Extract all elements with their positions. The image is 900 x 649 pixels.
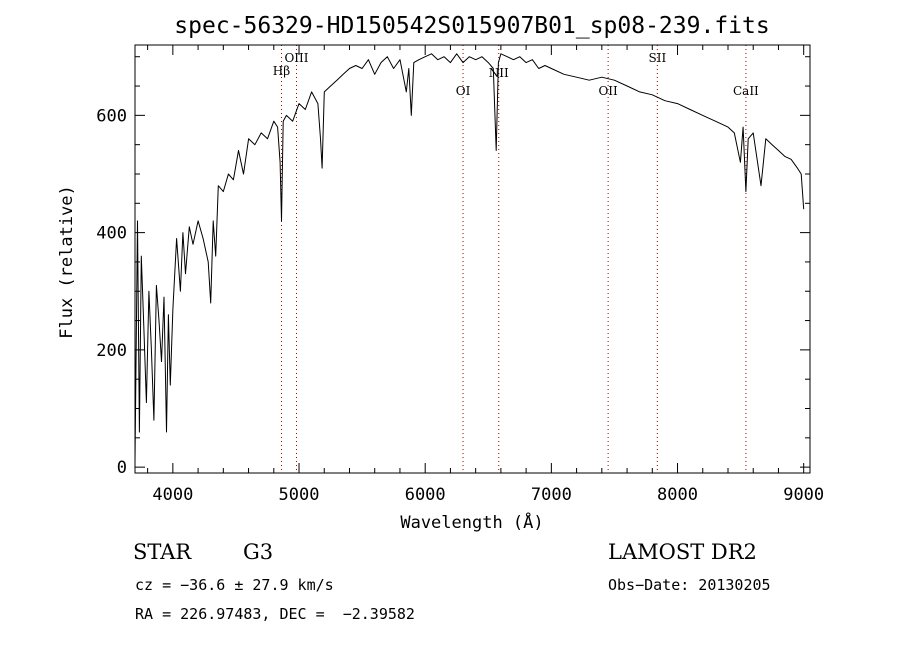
line-marker-label: CaII — [733, 84, 759, 98]
y-tick-label: 200 — [96, 341, 127, 361]
plot-frame — [134, 44, 811, 474]
y-tick-label: 600 — [96, 106, 127, 126]
line-marker-label: SII — [648, 51, 666, 65]
x-tick-label: 9000 — [783, 485, 824, 505]
y-tick-label: 0 — [117, 458, 127, 478]
coordinates-line: RA = 226.97483, DEC = −2.39582 — [135, 605, 415, 623]
chart-title: spec-56329-HD150542S015907B01_sp08-239.f… — [174, 13, 769, 39]
observation-date: Obs−Date: 20130205 — [608, 576, 771, 594]
survey-name: LAMOST DR2 — [608, 540, 757, 564]
object-subclass: G3 — [243, 540, 274, 564]
x-tick-label: 5000 — [279, 485, 320, 505]
x-tick-label: 6000 — [405, 485, 446, 505]
x-tick-label: 8000 — [657, 485, 698, 505]
object-class: STAR — [133, 540, 192, 564]
line-marker-label: OIII — [284, 51, 308, 65]
y-tick-label: 400 — [96, 224, 127, 244]
x-tick-label: 4000 — [152, 485, 193, 505]
line-marker-label: OI — [456, 84, 471, 98]
line-marker-label: OII — [598, 84, 618, 98]
x-axis-ticks: 4000 5000 6000 7000 8000 9000 — [147, 45, 824, 505]
y-axis-ticks: 0 200 400 600 — [96, 56, 810, 478]
spectrum-line — [134, 53, 805, 462]
line-marker-label: Hβ — [273, 64, 290, 78]
x-axis-label: Wavelength (Å) — [400, 511, 543, 533]
redshift-line: cz = −36.6 ± 27.9 km/s — [135, 576, 334, 594]
x-tick-label: 7000 — [531, 485, 572, 505]
y-axis-label: Flux (relative) — [57, 185, 77, 339]
line-marker-label: NII — [489, 66, 509, 80]
